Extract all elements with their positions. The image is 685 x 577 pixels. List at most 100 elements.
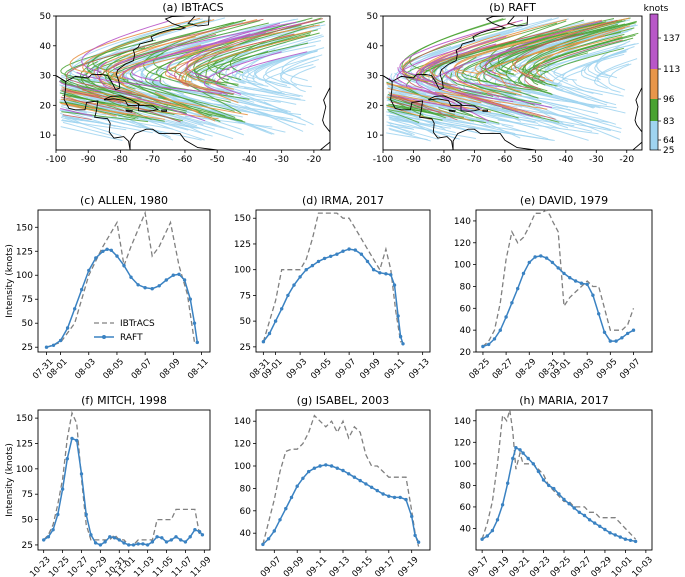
raft-point (278, 518, 282, 522)
raft-point (289, 495, 294, 500)
storm-track (65, 18, 264, 94)
storm-track (391, 119, 451, 129)
storm-track (399, 19, 523, 76)
raft-point (272, 529, 276, 533)
storm-track (63, 115, 153, 134)
colorbar-segment (650, 69, 658, 99)
x-tick-label: 09-13 (328, 555, 353, 577)
raft-point (60, 487, 65, 491)
storm-track (76, 84, 181, 123)
storm-track (386, 83, 418, 90)
storm-track (70, 18, 203, 80)
raft-point (526, 456, 530, 461)
storm-track (497, 119, 599, 135)
storm-track (388, 103, 426, 111)
storm-track (61, 88, 122, 104)
storm-track (388, 116, 456, 134)
raft-point (597, 312, 601, 316)
raft-point (495, 518, 500, 522)
raft-point (73, 307, 77, 311)
storm-track (243, 86, 301, 100)
x-tick-label: -20 (307, 155, 322, 165)
storm-track (108, 72, 169, 106)
x-tick-label: 09-03 (572, 357, 597, 382)
storm-track (264, 64, 314, 97)
raft-point (261, 542, 265, 547)
coastline (56, 75, 131, 150)
storm-track (388, 127, 413, 136)
raft-point (108, 535, 112, 539)
raft-point (150, 540, 155, 544)
storm-track (62, 114, 92, 121)
raft-point (359, 252, 364, 256)
raft-point (298, 275, 302, 279)
storm-track (154, 91, 216, 122)
plot-frame (255, 209, 431, 353)
storm-track (538, 124, 589, 141)
raft-point (490, 528, 495, 533)
storm-track (69, 17, 201, 74)
colorbar-label: 83 (663, 117, 674, 127)
raft-point (504, 315, 508, 319)
storm-track (497, 73, 522, 92)
raft-point (93, 541, 98, 545)
storm-track (544, 26, 628, 94)
storm-track (205, 32, 312, 86)
raft-point (404, 497, 408, 502)
storm-track (390, 115, 457, 140)
y-tick-label: 100 (16, 271, 33, 281)
raft-point (378, 271, 382, 275)
storm-track (100, 36, 196, 74)
coastline (161, 109, 168, 112)
raft-point (544, 256, 549, 260)
raft-point (145, 543, 150, 547)
raft-point (498, 328, 502, 332)
storm-track (389, 125, 439, 140)
raft-point (492, 337, 497, 341)
x-tick-label: 09-07 (618, 357, 643, 382)
raft-point (304, 268, 308, 272)
x-tick-label: 08-27 (491, 357, 516, 382)
storm-track (66, 99, 139, 119)
raft-point (364, 482, 368, 486)
raft-point (79, 472, 84, 476)
plot-frame (475, 409, 653, 551)
coastline (632, 16, 642, 150)
x-tick-label: 08-03 (73, 357, 98, 382)
raft-point (87, 268, 91, 273)
raft-point (369, 485, 374, 489)
raft-point (318, 464, 322, 468)
storm-track (386, 121, 415, 130)
raft-point (164, 540, 169, 544)
y-tick-label: 50 (40, 12, 52, 22)
raft-point (547, 483, 551, 488)
storm-track (435, 82, 518, 112)
storm-track (166, 22, 281, 78)
y-tick-label: 40 (367, 42, 379, 52)
y-tick-label: 120 (454, 438, 471, 448)
storm-track (215, 51, 308, 95)
x-tick-label: 09-11 (383, 357, 408, 382)
y-tick-label: 125 (234, 240, 251, 250)
storm-track (488, 20, 567, 73)
raft-point (197, 530, 202, 534)
x-tick-label: -100 (46, 155, 67, 165)
raft-point (487, 342, 491, 347)
storm-track (82, 89, 179, 107)
y-tick-label: 20 (40, 101, 52, 111)
storm-track (229, 25, 315, 74)
x-tick-label: -40 (558, 155, 573, 165)
raft-point (591, 293, 595, 297)
x-tick-label: 10-03 (630, 555, 655, 577)
panel-title: (c) ALLEN, 1980 (80, 194, 168, 207)
raft-point (347, 472, 351, 476)
storm-track (386, 97, 450, 114)
storm-track (247, 35, 325, 79)
x-tick-label: 09-15 (350, 555, 375, 577)
storm-track (96, 61, 206, 122)
coastline (383, 16, 507, 91)
storm-track (445, 45, 528, 88)
raft-point (628, 538, 633, 542)
raft-point (136, 542, 140, 546)
storm-track (538, 47, 625, 87)
